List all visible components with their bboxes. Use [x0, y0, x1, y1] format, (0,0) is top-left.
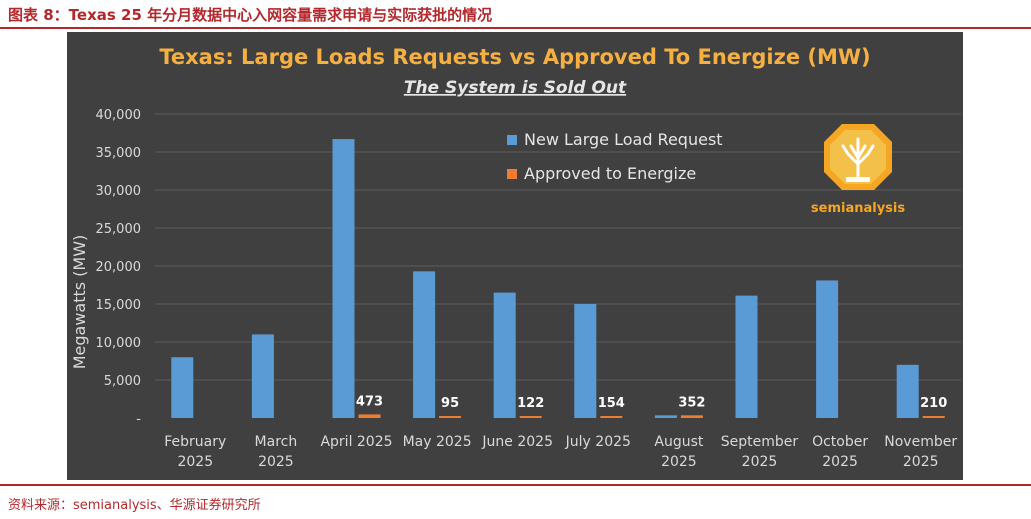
y-tick-label: 15,000 — [96, 298, 142, 313]
y-tick-label: - — [136, 412, 141, 427]
bar-new-large-load-request — [413, 271, 436, 418]
x-tick-label: 2025 — [903, 454, 939, 470]
legend-label: Approved to Energize — [524, 164, 696, 183]
source-note: 资料来源：semianalysis、华源证券研究所 — [8, 498, 261, 513]
y-tick-label: 5,000 — [104, 374, 141, 389]
data-label-approved: 473 — [356, 394, 383, 409]
legend-swatch — [507, 135, 517, 145]
data-label-approved: 154 — [598, 396, 625, 411]
legend-swatch — [507, 169, 517, 179]
y-tick-label: 10,000 — [96, 336, 142, 351]
x-tick-label: March — [255, 434, 298, 450]
y-axis-label: Megawatts (MW) — [70, 235, 89, 370]
y-axis-ticks: - 5,000 10,000 15,000 20,000 25,000 30,000 35,0… — [96, 108, 142, 427]
x-tick-label: 2025 — [258, 454, 294, 470]
figure-caption: 图表 8：Texas 25 年分月数据中心入网容量需求申请与实际获批的情况 — [8, 6, 493, 24]
source-divider — [0, 484, 1031, 486]
data-label-approved: 352 — [678, 395, 705, 410]
bar-approved-to-energize — [519, 416, 542, 418]
x-tick-label: November — [884, 434, 957, 450]
chart-subtitle: The System is Sold Out — [404, 78, 627, 98]
x-tick-label: September — [721, 434, 799, 450]
legend-label: New Large Load Request — [524, 130, 723, 149]
bar-new-large-load-request — [493, 292, 516, 418]
chart-panel: Texas: Large Loads Requests vs Approved … — [67, 32, 963, 480]
bar-new-large-load-request — [332, 139, 355, 418]
bar-approved-to-energize — [600, 416, 623, 418]
x-axis-ticks: February 2025 March 2025 April 2025 May 2025 J… — [164, 434, 957, 470]
bar-new-large-load-request — [896, 364, 919, 418]
bar-new-large-load-request — [574, 304, 597, 418]
x-tick-label: June 2025 — [481, 434, 553, 450]
legend: New Large Load Request Approved to Energi… — [507, 130, 723, 183]
bar-new-large-load-request — [735, 295, 758, 418]
bar-chart: Texas: Large Loads Requests vs Approved … — [70, 45, 961, 470]
data-label-approved: 210 — [920, 396, 947, 411]
x-tick-label: May 2025 — [403, 434, 472, 450]
bar-labels: 473 95 122 154 352 210 — [356, 394, 947, 411]
y-tick-label: 40,000 — [96, 108, 142, 123]
data-label-approved: 122 — [517, 396, 544, 411]
x-tick-label: October — [812, 434, 868, 450]
x-tick-label: 2025 — [742, 454, 778, 470]
logo-text: semianalysis — [811, 201, 905, 216]
x-tick-label: 2025 — [661, 454, 697, 470]
bar-new-large-load-request — [251, 334, 274, 418]
caption-divider — [0, 27, 1031, 29]
x-tick-label: July 2025 — [565, 434, 631, 450]
logo-base — [846, 177, 870, 182]
x-tick-label: April 2025 — [320, 434, 392, 450]
x-tick-label: 2025 — [177, 454, 213, 470]
bar-approved-to-energize — [922, 416, 945, 418]
x-tick-label: August — [654, 434, 704, 450]
bar-approved-to-energize — [358, 414, 381, 418]
data-label-approved: 95 — [441, 396, 459, 411]
semianalysis-logo: semianalysis — [811, 124, 905, 216]
bar-new-large-load-request — [816, 280, 839, 418]
logo-tree-icon — [841, 137, 875, 182]
x-tick-label: 2025 — [822, 454, 858, 470]
bar-new-large-load-request — [654, 415, 677, 418]
y-tick-label: 35,000 — [96, 146, 142, 161]
bar-new-large-load-request — [171, 357, 194, 418]
y-tick-label: 30,000 — [96, 184, 142, 199]
y-tick-label: 20,000 — [96, 260, 142, 275]
gridlines — [155, 113, 961, 381]
bar-approved-to-energize — [680, 415, 703, 418]
chart-title: Texas: Large Loads Requests vs Approved … — [159, 45, 870, 69]
bars — [171, 139, 945, 418]
y-tick-label: 25,000 — [96, 222, 142, 237]
x-tick-label: February — [164, 434, 226, 450]
bar-approved-to-energize — [439, 416, 462, 418]
